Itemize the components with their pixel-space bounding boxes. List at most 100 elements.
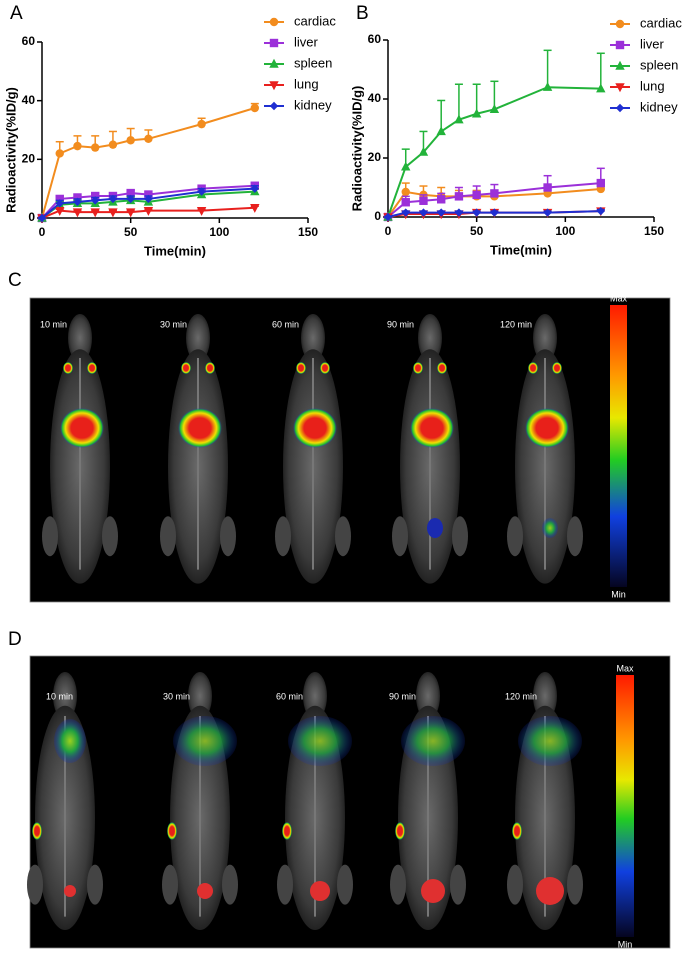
data-point — [126, 136, 135, 145]
x-tick-label: 50 — [124, 225, 138, 239]
mouse-leg — [337, 864, 353, 905]
mouse-leg — [87, 864, 103, 905]
data-point — [596, 83, 606, 93]
uptake — [528, 362, 538, 374]
legend-marker — [269, 101, 279, 111]
y-tick-label: 40 — [368, 91, 382, 105]
uptake — [178, 408, 222, 448]
legend-marker — [615, 103, 625, 113]
uptake — [552, 362, 562, 374]
uptake — [288, 716, 352, 766]
legend-label: kidney — [294, 97, 332, 112]
data-point — [542, 82, 553, 91]
mouse-leg — [222, 864, 238, 905]
mouse-image — [162, 672, 238, 930]
data-point — [401, 208, 410, 217]
data-point — [108, 140, 118, 149]
scale-max: Max — [616, 663, 634, 673]
data-point — [73, 141, 82, 151]
mouse-leg — [507, 516, 523, 557]
mouse-image — [275, 314, 351, 584]
data-point — [197, 187, 206, 196]
data-point — [144, 194, 153, 204]
y-axis-label: Radioactivity(%ID/g) — [3, 87, 18, 213]
y-tick-label: 0 — [374, 209, 381, 223]
mouse-image — [392, 314, 468, 584]
mouse-leg — [27, 864, 43, 905]
mouse-leg — [277, 864, 293, 905]
legend-marker — [615, 19, 625, 29]
data-point — [401, 198, 410, 207]
uptake — [542, 518, 558, 538]
data-point — [55, 199, 64, 208]
mouse-head — [186, 314, 210, 362]
uptake — [525, 408, 569, 448]
data-point — [543, 208, 552, 217]
legend-label: cardiac — [294, 13, 336, 28]
x-tick-label: 150 — [644, 224, 664, 238]
y-tick-label: 60 — [368, 32, 382, 46]
scale-max: Max — [610, 293, 628, 303]
uptake — [167, 822, 177, 840]
mouse-image — [507, 314, 583, 584]
data-point — [472, 190, 481, 200]
data-point — [125, 208, 136, 218]
legend-marker — [615, 60, 625, 70]
panel-label: C — [8, 270, 22, 291]
data-point — [144, 190, 153, 199]
uptake — [54, 719, 86, 763]
data-point — [454, 208, 464, 217]
x-tick-label: 100 — [209, 225, 229, 239]
data-point — [543, 183, 552, 192]
mouse-leg — [392, 516, 408, 557]
data-point — [72, 208, 83, 218]
uptake — [437, 362, 447, 374]
legend-label: spleen — [640, 57, 678, 72]
mouse-image — [27, 672, 103, 930]
data-point — [250, 103, 259, 113]
mouse-leg — [42, 516, 58, 557]
legend-marker — [615, 83, 625, 93]
legend-marker — [615, 40, 625, 50]
legend-label: lung — [294, 76, 319, 91]
panel-label: D — [8, 629, 22, 650]
mouse-leg — [220, 516, 236, 557]
x-tick-label: 100 — [555, 224, 575, 238]
color-scale — [610, 305, 627, 587]
time-label: 60 min — [276, 691, 303, 701]
uptake — [60, 408, 104, 448]
uptake — [536, 877, 564, 905]
mouse-leg — [335, 516, 351, 557]
data-point — [489, 104, 500, 114]
data-point — [437, 195, 446, 204]
uptake — [197, 883, 213, 899]
uptake — [293, 408, 337, 448]
uptake — [64, 885, 76, 897]
data-point — [419, 208, 428, 217]
time-label: 120 min — [500, 319, 532, 329]
uptake — [87, 362, 97, 374]
mouse-leg — [567, 864, 583, 905]
y-tick-label: 40 — [22, 93, 36, 107]
data-point — [436, 126, 446, 136]
time-label: 10 min — [40, 319, 67, 329]
uptake — [518, 716, 582, 766]
x-tick-label: 150 — [298, 225, 318, 239]
data-point — [126, 194, 135, 204]
data-point — [471, 108, 482, 118]
legend-marker — [269, 38, 279, 48]
mouse-image — [42, 314, 118, 584]
data-point — [143, 206, 154, 216]
x-tick-label: 0 — [385, 224, 392, 238]
legend-marker — [269, 17, 279, 27]
data-point — [401, 187, 410, 197]
legend-label: spleen — [294, 55, 332, 70]
mouse-leg — [452, 516, 468, 557]
data-point — [90, 208, 100, 218]
data-point — [401, 161, 411, 171]
y-tick-label: 20 — [368, 150, 382, 164]
time-label: 10 min — [46, 691, 73, 701]
time-label: 30 min — [160, 319, 187, 329]
uptake — [173, 716, 237, 766]
